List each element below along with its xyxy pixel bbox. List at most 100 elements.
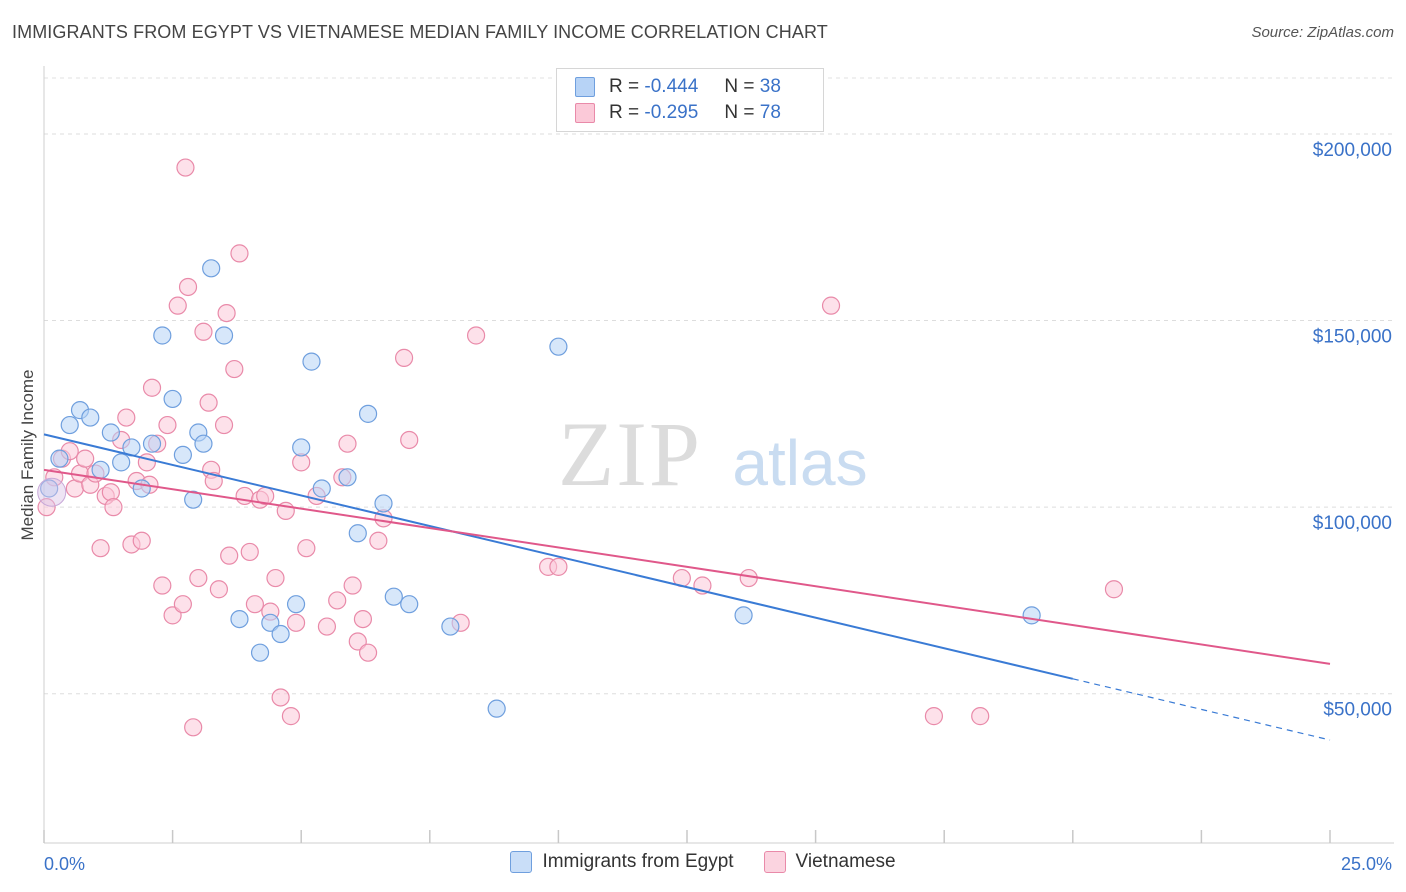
vietnamese-point [220,546,239,565]
legend-swatch-vietnamese [763,851,786,873]
egypt-point [487,699,506,718]
n-value: 78 [759,102,781,123]
r-value: -0.444 [644,76,699,97]
egypt-point [358,404,378,423]
watermark-atlas: atlas [732,427,867,499]
vietnamese-point [163,606,182,625]
vietnamese-point [204,471,223,491]
vietnamese-point [153,576,172,595]
egypt-point [91,460,110,479]
vietnamese-point [369,531,388,550]
vietnamese-point [338,434,357,453]
r-value: -0.295 [644,102,699,123]
egypt-point [153,326,172,345]
y-tick-label: $200,000 [1313,140,1392,161]
egypt-point [230,609,249,629]
n-value: 38 [759,76,781,97]
egypt-point [112,453,131,472]
vietnamese-point [176,158,195,177]
y-tick-label: $100,000 [1313,513,1392,534]
vietnamese-point [168,296,187,315]
x-tick-label: 25.0% [1341,854,1392,874]
legend-label-vietnamese: Vietnamese [795,851,896,872]
stats-legend-swatch-egypt [575,77,595,97]
axis-labels: $50,000 $100,000 $150,000 $200,000 0.0% 25.0%… [18,140,1392,874]
vietnamese-point [189,568,208,588]
overlap-point [37,477,67,507]
vietnamese-point [317,617,337,636]
egypt-point [163,389,182,409]
chart-source: Source: ZipAtlas.com [1251,24,1394,41]
vietnamese-point [343,576,362,595]
watermark-zip: ZIP [558,403,702,505]
stats-legend-row-vietnamese: R = -0.295 N = 78 [575,101,781,125]
vietnamese-point [158,415,177,435]
egypt-point [202,259,221,278]
vietnamese-point [104,498,123,517]
egypt-point [60,415,79,435]
chart-title: IMMIGRANTS FROM EGYPT VS VIETNAMESE MEDI… [12,22,828,42]
egypt-point [81,408,100,427]
legend-swatch-egypt [510,851,533,873]
egypt-point [271,624,290,644]
vietnamese-point [286,613,306,632]
egypt-point [132,479,151,498]
vietnamese-point [194,322,213,341]
trend-lines [43,433,1331,741]
egypt-point [400,595,419,614]
zipatlas-watermark: ZIP atlas [558,403,868,505]
vietnamese-point [266,568,285,588]
egypt-point [261,613,280,632]
egypt-trend-extension [1072,678,1331,741]
x-tick-label: 0.0% [44,854,85,874]
vietnamese-point [400,430,419,450]
vietnamese-point [91,539,110,558]
egypt-trend-line [43,433,1074,680]
y-tick-label: $50,000 [1323,700,1392,721]
egypt-point [250,643,270,662]
egypt-point [312,479,331,498]
vietnamese-point [466,326,486,345]
vietnamese-point [348,632,367,651]
vietnamese-point [209,580,228,599]
data-points [37,158,1124,737]
r-label: R = [609,102,640,123]
vietnamese-point [549,557,568,576]
n-label: N = [724,76,755,97]
egypt-point [40,479,59,498]
vietnamese-point [245,595,265,614]
vietnamese-point [199,393,218,412]
vietnamese-point [240,542,259,562]
vietnamese-trend-line [43,468,1331,665]
n-label: N = [724,102,755,123]
vietnamese-point [76,449,95,468]
y-tick-label: $150,000 [1313,327,1392,348]
vietnamese-point [358,643,378,662]
egypt-point [142,434,162,453]
vietnamese-point [394,348,414,367]
egypt-point [549,337,568,356]
y-axis-label: Median Family Income [18,369,37,540]
vietnamese-point [142,378,162,397]
egypt-point [173,445,192,465]
vietnamese-point [821,296,841,315]
series-legend: Immigrants from Egypt Vietnamese [0,851,1406,873]
egypt-point [292,438,311,457]
vietnamese-point [173,595,192,614]
egypt-point [50,449,69,468]
legend-item-vietnamese[interactable]: Vietnamese [763,851,896,873]
vietnamese-point [217,303,236,323]
egypt-point [184,490,203,509]
egypt-point [384,587,403,606]
axes [43,66,1394,844]
vietnamese-point [117,408,136,427]
vietnamese-point [101,483,120,502]
egypt-point [101,423,120,442]
legend-item-egypt[interactable]: Immigrants from Egypt [510,851,734,873]
egypt-point [286,595,306,614]
vietnamese-point [281,707,301,726]
egypt-point [214,326,234,345]
vietnamese-point [132,531,151,550]
stats-legend-row-egypt: R = -0.444 N = 38 [575,75,781,99]
